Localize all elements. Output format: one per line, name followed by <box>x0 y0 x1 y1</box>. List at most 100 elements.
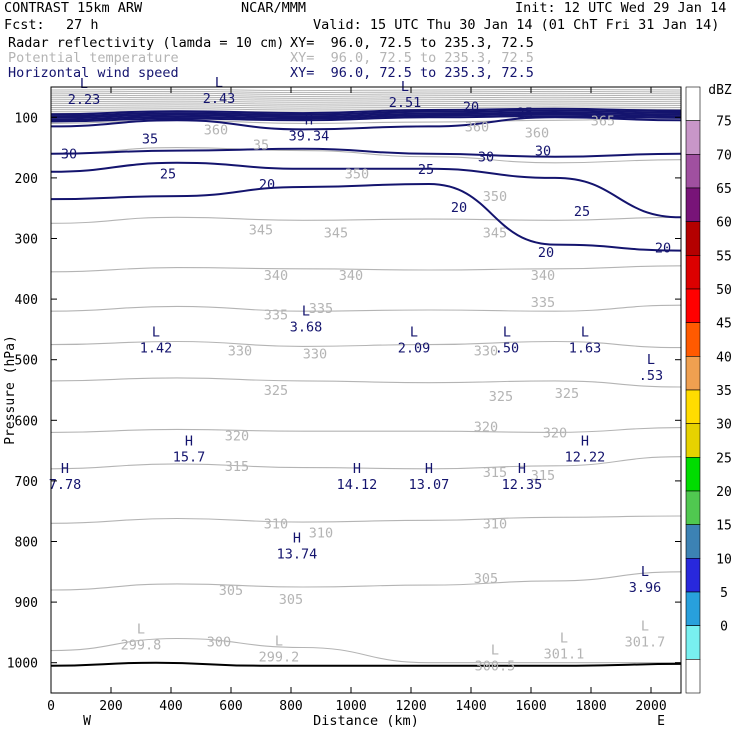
extremum-type: L <box>137 621 145 637</box>
x-tick-label: 0 <box>47 699 55 714</box>
extremum-type: L <box>641 618 649 634</box>
plot-frame <box>50 86 682 694</box>
colorbar-swatch <box>685 187 701 222</box>
extremum-type: H <box>185 434 193 450</box>
theta-band-line <box>51 98 681 101</box>
colorbar-swatch <box>685 356 701 391</box>
theta-band-line <box>51 90 681 94</box>
colorbar-swatch <box>685 322 701 357</box>
y-tick-label: 300 <box>15 233 38 248</box>
x-tick-label: 2000 <box>635 699 666 714</box>
colorbar-swatch <box>685 490 701 525</box>
extremum-value: 15.7 <box>173 450 206 466</box>
wind-label: 20 <box>655 241 671 257</box>
extremum-type: H <box>305 112 313 128</box>
theta-label: 340 <box>531 268 555 284</box>
extremum-type: L <box>491 643 499 659</box>
wind-label: 30 <box>478 150 494 166</box>
colorbar-unit: dBZ <box>708 83 732 98</box>
wind-jet-core-line <box>51 109 681 118</box>
extremum-value: 2.09 <box>398 341 431 357</box>
theta-label: 310 <box>483 516 507 532</box>
wind-jet-core-line <box>51 107 681 116</box>
extremum-value: 2.51 <box>389 95 422 111</box>
wind-label: 30 <box>61 147 77 163</box>
y-tick-label: 1000 <box>7 657 38 672</box>
theta-label: 335 <box>309 301 333 317</box>
header-fcst-value: 27 h <box>66 17 99 33</box>
theta-label: 345 <box>483 225 507 241</box>
theta-label: 330 <box>228 344 252 360</box>
theta-label: 330 <box>474 344 498 360</box>
extremum-type: L <box>275 634 283 650</box>
extremum-value: 1.42 <box>140 341 173 357</box>
extremum-type: H <box>425 461 433 477</box>
colorbar-swatch <box>685 288 701 323</box>
extremum-value: 2.43 <box>203 91 236 107</box>
colorbar-level: 75 <box>716 115 732 130</box>
y-tick-label: 900 <box>15 596 38 611</box>
extremum-type: L <box>215 75 223 91</box>
theta-contour-325 <box>51 377 681 388</box>
colorbar-level: 40 <box>716 350 732 365</box>
colorbar-level: 0 <box>720 620 728 635</box>
theta-contour-340 <box>51 265 681 273</box>
colorbar-level: 5 <box>720 586 728 601</box>
colorbar-swatch <box>685 389 701 424</box>
extremum-value: 7.78 <box>49 477 82 493</box>
y-tick-label: 800 <box>15 536 38 551</box>
colorbar-swatch <box>685 558 701 593</box>
extremum-value: 2.23 <box>68 92 101 108</box>
x-tick-label: 1200 <box>395 699 426 714</box>
extremum-type: H <box>61 461 69 477</box>
field-wind-xy: XY= 96.0, 72.5 to 235.3, 72.5 <box>290 65 534 81</box>
extremum-value: 300.5 <box>475 659 516 675</box>
extremum-type: L <box>560 631 568 647</box>
extremum-type: L <box>503 325 511 341</box>
y-tick-label: 100 <box>15 111 38 126</box>
colorbar-level: 20 <box>716 485 732 500</box>
theta-label: 325 <box>264 383 288 399</box>
theta-band-line <box>51 96 681 99</box>
theta-band-line <box>51 92 681 96</box>
field-reflectivity-name: Radar reflectivity (lamda = 10 cm) <box>8 35 285 51</box>
theta-label: 320 <box>543 425 567 441</box>
x-tick-label: 1800 <box>575 699 606 714</box>
theta-label: 360 <box>204 122 228 138</box>
colorbar-swatch <box>685 423 701 458</box>
y-tick-label: 600 <box>15 414 38 429</box>
theta-contour-300 <box>51 637 681 664</box>
wind-jet-core-line <box>51 113 681 121</box>
wind-label: 35 <box>142 132 158 148</box>
extremum-value: 3.96 <box>629 580 662 596</box>
extremum-type: H <box>353 461 361 477</box>
x-axis-label: Distance (km) <box>313 713 419 729</box>
theta-label: 35 <box>253 138 269 154</box>
terrain-line <box>51 661 681 667</box>
theta-contour-315 <box>51 456 681 470</box>
wind-contour-30 <box>51 147 681 158</box>
header-init: Init: 12 UTC Wed 29 Jan 14 <box>515 0 727 16</box>
colorbar-swatch <box>685 120 701 155</box>
colorbar-swatch <box>685 255 701 290</box>
extremum-value: 299.8 <box>121 637 162 653</box>
wind-label: 30 <box>535 144 551 160</box>
wind-jet-core-line <box>51 111 681 119</box>
extremum-value: 1.63 <box>569 341 602 357</box>
colorbar-swatch <box>685 659 701 694</box>
colorbar-level: 10 <box>716 552 732 567</box>
wind-label: 20 <box>451 200 467 216</box>
y-tick-label: 500 <box>15 354 38 369</box>
theta-label: 310 <box>309 525 333 541</box>
extremum-value: 301.1 <box>544 647 585 663</box>
theta-label: 305 <box>219 583 243 599</box>
colorbar-swatch <box>685 524 701 559</box>
header-model: CONTRAST 15km ARW <box>4 0 143 16</box>
theta-label: 325 <box>489 389 513 405</box>
x-tick-label: 200 <box>99 699 122 714</box>
theta-label: 300 <box>207 634 231 650</box>
colorbar-swatch <box>685 221 701 256</box>
theta-label: 365 <box>591 113 615 129</box>
colorbar-level: 70 <box>716 148 732 163</box>
